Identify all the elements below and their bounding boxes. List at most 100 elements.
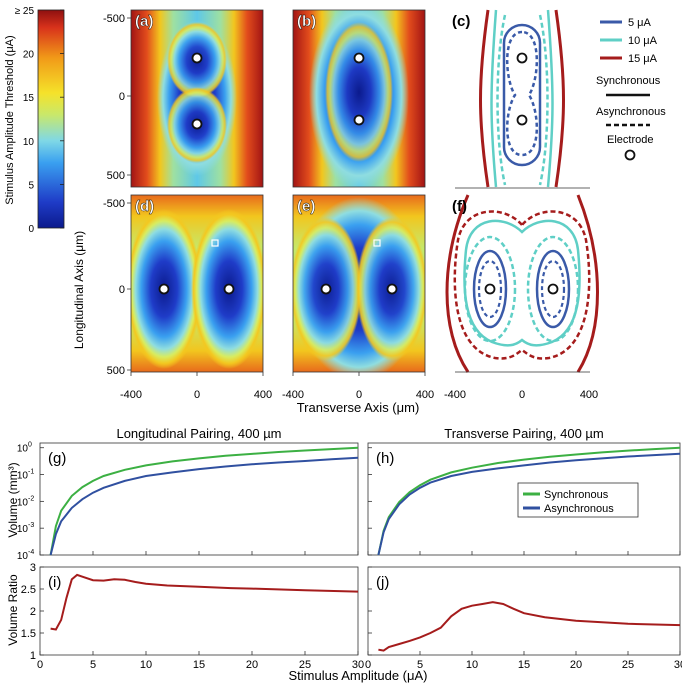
heatmap-a <box>131 10 263 187</box>
x-tick-label: 0 <box>356 389 362 401</box>
x-tick-label: 15 <box>193 659 205 671</box>
colorbar-tick-label: ≥ 25 <box>15 6 35 17</box>
contour-overlays: (c) (f) -400 0 400 <box>444 13 598 401</box>
x-tick-label: 400 <box>254 389 272 401</box>
electrode-marker <box>353 114 365 126</box>
heatmap-b <box>293 10 425 187</box>
colorbar-tick-label: 5 <box>28 180 34 191</box>
x-tick-label: 400 <box>416 389 434 401</box>
x-tick-label: -400 <box>282 389 304 401</box>
electrode-marker <box>223 283 235 295</box>
chart-frame-i <box>39 566 359 656</box>
y-tick-exponent: -4 <box>28 549 34 556</box>
x-tick-label: 20 <box>246 659 258 671</box>
legend-label-2: 10 μA <box>628 35 658 47</box>
chart-legend-label: Synchronous <box>544 489 609 501</box>
legend-label-3: 15 μA <box>628 53 658 65</box>
chart-title-h: Transverse Pairing, 400 µm <box>444 426 603 441</box>
y-tick-label: -500 <box>103 13 125 25</box>
series-line-synchronous <box>49 446 359 556</box>
colorbar-label: Stimulus Amplitude Threshold (μA) <box>4 35 16 204</box>
x-tick-label: 25 <box>622 659 634 671</box>
series-line-asynchronous <box>49 456 359 556</box>
y-tick-label: 1 <box>30 650 36 662</box>
series-line-volume-ratio <box>50 573 359 631</box>
y-tick-label: 10 <box>17 444 29 455</box>
x-tick-label: 0 <box>37 659 43 671</box>
x-tick-label: -400 <box>444 389 466 401</box>
panel-label-a: (a) <box>135 13 153 30</box>
y-tick-label: 10 <box>17 497 29 508</box>
heatmap-frame <box>130 9 264 188</box>
volume-ylabel-text: Volume (mm³) <box>6 462 20 537</box>
legend-async-label: Asynchronous <box>596 106 666 118</box>
x-tick-label: 400 <box>580 389 598 401</box>
probe-marker <box>373 239 381 247</box>
y-tick-label: -500 <box>103 198 125 210</box>
x-tick-label: 10 <box>466 659 478 671</box>
legend-label-1: 5 μA <box>628 17 652 29</box>
y-tick-label: 2.5 <box>21 584 36 596</box>
y-tick-label: 0 <box>119 284 125 296</box>
maps-xlabel: Transverse Axis (μm) <box>297 400 420 415</box>
y-tick-label: 0 <box>119 91 125 103</box>
colorbar-tick-label: 20 <box>23 50 35 61</box>
electrode-marker <box>158 283 170 295</box>
heatmap-d <box>131 195 263 372</box>
map-overlays: (a) (b) (d) (e) -500 0 500 -500 0 500 -400 0 400 -400… <box>103 9 434 401</box>
panel-label-h: (h) <box>376 450 394 467</box>
x-tick-label: 25 <box>299 659 311 671</box>
x-tick-label: 10 <box>140 659 152 671</box>
y-tick-label: 10 <box>17 524 29 535</box>
panel-label-g: (g) <box>48 450 66 467</box>
contour-c <box>455 9 590 189</box>
probe-marker <box>211 239 219 247</box>
electrode-marker <box>191 118 203 130</box>
colorbar-tick-label: 15 <box>23 93 35 104</box>
x-tick-label: 30 <box>674 659 682 671</box>
x-tick-label: 0 <box>519 389 525 401</box>
electrode-marker <box>191 52 203 64</box>
maps-ylabel: Longitudinal Axis (μm) <box>72 231 86 349</box>
series-line-volume-ratio <box>378 601 681 652</box>
chart-legend-label: Asynchronous <box>544 503 614 515</box>
panel-label-e: (e) <box>297 198 315 215</box>
panel-label-c: (c) <box>452 13 470 30</box>
contour-legend: 5 μA 10 μA 15 μA Synchronous Asynchronous Ele… <box>596 17 666 161</box>
legend-electrode-marker <box>624 149 636 161</box>
x-tick-label: -400 <box>120 389 142 401</box>
chart-title-g: Longitudinal Pairing, 400 µm <box>116 426 281 441</box>
y-tick-label: 1.5 <box>21 628 36 640</box>
panel-label-d: (d) <box>135 198 154 215</box>
legend-sync-label: Synchronous <box>596 75 661 87</box>
panel-label-b: (b) <box>297 13 316 30</box>
volume-ylabel: Volume (mm³) <box>6 462 20 537</box>
y-tick-exponent: -1 <box>28 469 34 476</box>
y-tick-label: 500 <box>107 170 125 182</box>
colorbar-tick-label: 10 <box>23 137 35 148</box>
y-tick-label: 2 <box>30 606 36 618</box>
y-tick-exponent: -2 <box>28 495 34 502</box>
x-tick-label: 15 <box>518 659 530 671</box>
heatmap-e <box>293 195 425 372</box>
y-tick-label: 3 <box>30 562 36 574</box>
x-tick-label: 30 <box>352 659 364 671</box>
electrode-marker <box>353 52 365 64</box>
electrode-marker <box>386 283 398 295</box>
x-tick-label: 5 <box>90 659 96 671</box>
series-line-asynchronous <box>377 452 681 556</box>
colorbar: ≥ 25 20 15 10 5 0 Stimulus Amplitude Threshol… <box>4 6 65 235</box>
y-tick-exponent: 0 <box>28 442 32 449</box>
colorbar-gradient <box>37 9 65 229</box>
x-tick-label: 0 <box>365 659 371 671</box>
y-tick-label: 10 <box>17 551 29 562</box>
heatmap-frame <box>292 9 426 188</box>
electrode-marker <box>320 283 332 295</box>
x-tick-label: 5 <box>417 659 423 671</box>
colorbar-tick-label: 0 <box>28 224 34 235</box>
legend-electrode-label: Electrode <box>607 134 653 146</box>
panel-label-f: (f) <box>452 198 467 215</box>
